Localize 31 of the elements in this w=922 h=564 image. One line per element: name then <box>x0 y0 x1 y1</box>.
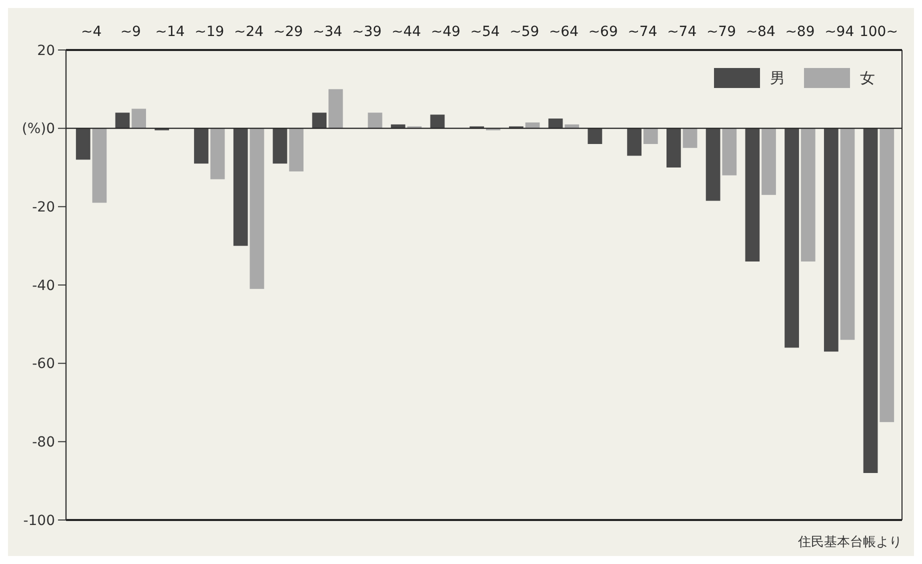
x-tick-label: ~89 <box>785 24 815 40</box>
x-tick-label: ~14 <box>155 24 185 40</box>
y-tick-label: -80 <box>32 434 55 451</box>
x-tick-label: ~4 <box>80 24 102 40</box>
x-tick-label: ~74 <box>628 24 658 40</box>
legend-label: 男 <box>770 69 785 87</box>
x-tick-label: ~54 <box>470 24 500 40</box>
x-tick-label: ~59 <box>510 24 540 40</box>
y-tick-label: -60 <box>32 356 55 372</box>
legend-label: 女 <box>860 69 875 87</box>
x-tick-label: ~34 <box>312 24 342 40</box>
x-tick-label: ~49 <box>430 24 460 40</box>
y-tick-label: -40 <box>32 278 55 294</box>
x-tick-label: ~79 <box>706 24 736 40</box>
x-tick-label: ~9 <box>120 24 141 40</box>
x-tick-label: 100~ <box>859 24 898 40</box>
x-tick-label: ~64 <box>548 24 579 40</box>
y-tick-label: 20 <box>37 42 55 59</box>
x-tick-label: ~19 <box>194 24 224 40</box>
text: 住民基本台帳より <box>797 535 902 550</box>
x-tick-label: ~39 <box>352 24 382 40</box>
y-tick-label: -20 <box>32 200 55 216</box>
y-tick-label: (%)0 <box>22 121 55 138</box>
x-tick-label: ~74 <box>667 24 697 40</box>
x-tick-label: ~94 <box>824 24 854 40</box>
x-tick-label: ~69 <box>588 24 618 40</box>
x-tick-label: ~84 <box>746 24 776 40</box>
x-tick-label: ~24 <box>234 24 264 40</box>
x-tick-label: ~44 <box>391 24 422 40</box>
y-tick-label: -100 <box>23 512 55 529</box>
x-tick-label: ~29 <box>273 24 303 40</box>
